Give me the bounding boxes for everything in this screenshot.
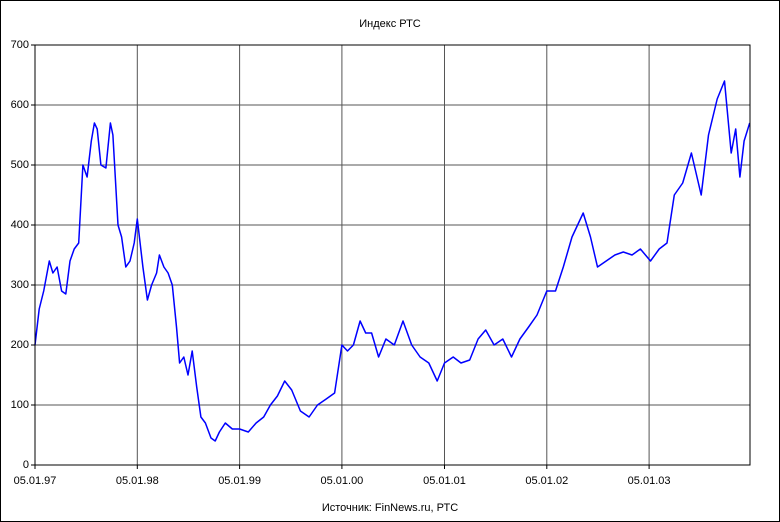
y-tick-label: 200 [11,339,29,351]
y-tick-label: 300 [11,279,29,291]
x-tick-label: 05.01.97 [14,475,57,487]
x-tick-label: 05.01.00 [320,475,363,487]
chart-title: Индекс РТС [359,18,421,30]
y-tick-label: 100 [11,399,29,411]
source-note: Источник: FinNews.ru, РТС [322,502,458,514]
x-tick-label: 05.01.01 [423,475,466,487]
x-tick-label: 05.01.02 [525,475,568,487]
plot-border [34,44,751,466]
y-tick-label: 600 [11,99,29,111]
y-tick-label: 400 [11,219,29,231]
x-tick-label: 05.01.03 [628,475,671,487]
y-tick-label: 500 [11,159,29,171]
x-tick-label: 05.01.98 [116,475,159,487]
data-line [34,80,751,442]
x-tick-label: 05.01.99 [218,475,261,487]
y-tick-label: 0 [23,459,29,471]
y-tick-label: 700 [11,39,29,51]
